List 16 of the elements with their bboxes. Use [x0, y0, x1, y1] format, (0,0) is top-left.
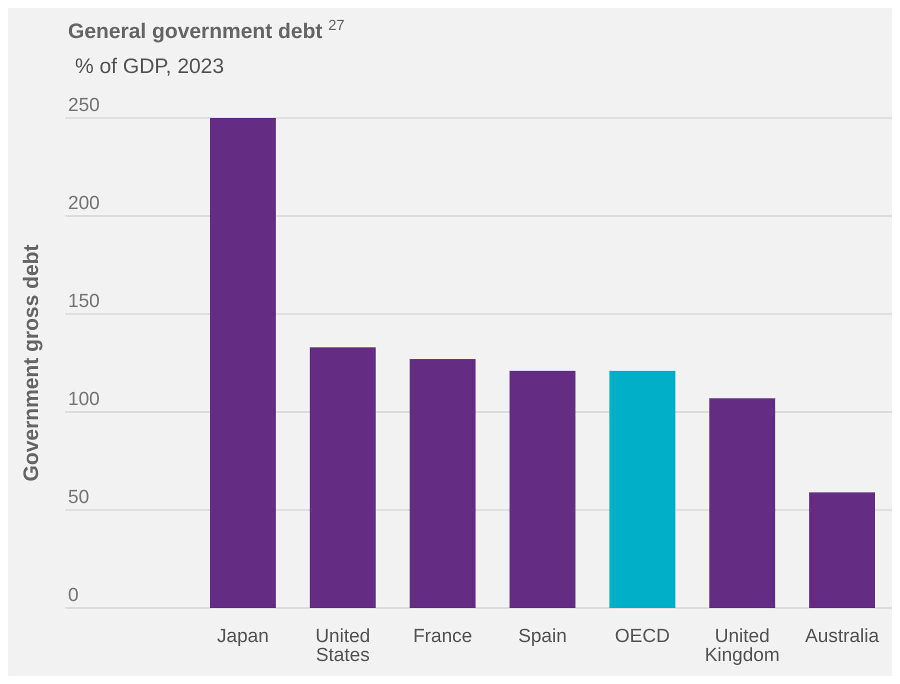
y-tick-label: 100 [68, 389, 100, 410]
y-axis-title: Government gross debt [20, 244, 43, 482]
y-tick-label: 150 [68, 291, 100, 312]
x-tick-label: United Kingdom [704, 626, 780, 666]
x-tick-label: OECD [614, 626, 670, 647]
chart-title: General government debt $^{27}$ [68, 18, 345, 43]
x-tick-label: Australia [805, 626, 880, 647]
y-tick-label: 250 [68, 95, 100, 116]
x-tick-label: United States [315, 626, 370, 666]
y-tick-label: 50 [68, 487, 90, 508]
x-tick-label: Spain [518, 626, 567, 647]
x-tick-label: France [413, 626, 472, 647]
y-tick-label: 200 [68, 193, 100, 214]
x-tick-label: Japan [217, 626, 269, 647]
y-tick-label: 0 [68, 585, 79, 606]
chart-subtitle: % of GDP, 2023 [75, 55, 224, 78]
